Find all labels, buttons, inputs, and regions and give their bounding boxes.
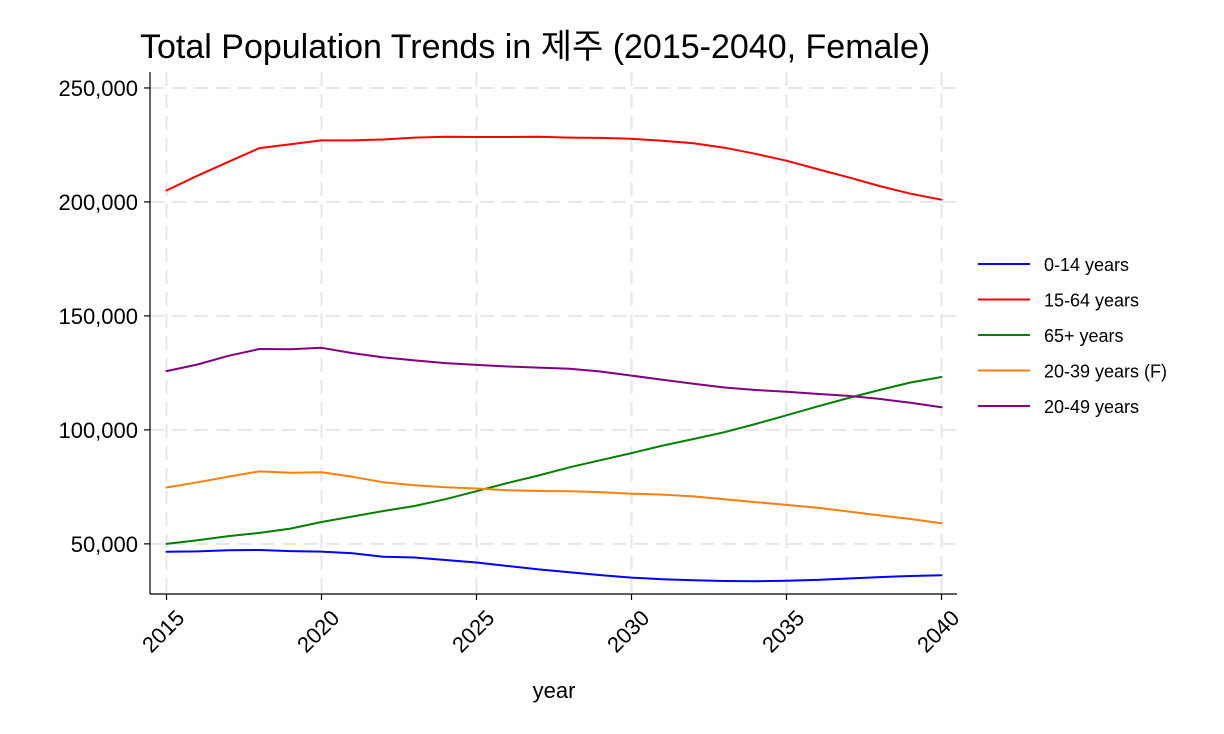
legend-label: 20-49 years bbox=[1044, 397, 1139, 417]
axes bbox=[149, 72, 957, 595]
grid bbox=[150, 72, 957, 594]
chart-title: Total Population Trends in 제주 (2015-2040… bbox=[140, 28, 930, 66]
y-tick-label: 200,000 bbox=[58, 190, 138, 215]
x-tick-label: 2015 bbox=[137, 605, 189, 657]
y-tick-label: 250,000 bbox=[58, 76, 138, 101]
series-line-20-39-years-f bbox=[165, 470, 943, 525]
legend-label: 20-39 years (F) bbox=[1044, 362, 1167, 382]
x-tick-label: 2040 bbox=[912, 605, 964, 657]
series-line-15-64-years bbox=[165, 135, 943, 201]
y-tick-label: 50,000 bbox=[71, 532, 138, 557]
legend: 0-14 years 15-64 years 65+ years 20-39 year… bbox=[978, 255, 1167, 417]
legend-label: 15-64 years bbox=[1044, 291, 1139, 311]
x-tick-label: 2025 bbox=[447, 605, 499, 657]
y-tick-label: 150,000 bbox=[58, 304, 138, 329]
series-line-0-14-years bbox=[165, 549, 943, 583]
series-lines bbox=[165, 135, 943, 583]
legend-label: 0-14 years bbox=[1044, 255, 1129, 275]
x-tick-label: 2035 bbox=[757, 605, 809, 657]
legend-label: 65+ years bbox=[1044, 326, 1124, 346]
y-tick-label: 100,000 bbox=[58, 418, 138, 443]
x-tick-label: 2020 bbox=[292, 605, 344, 657]
series-line-20-49-years bbox=[165, 346, 943, 409]
x-tick-label: 2030 bbox=[602, 605, 654, 657]
x-axis-label: year bbox=[533, 678, 576, 703]
series-line-65-years bbox=[165, 376, 943, 545]
